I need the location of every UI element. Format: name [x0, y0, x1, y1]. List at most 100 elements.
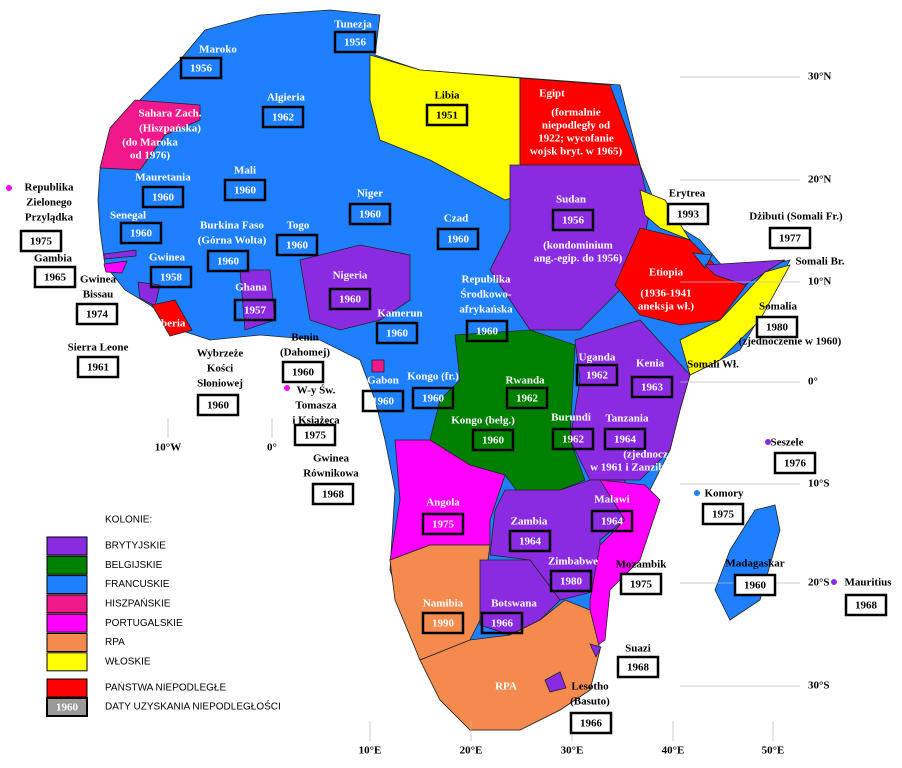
year: 1964	[601, 516, 624, 528]
year: 1963	[641, 382, 664, 394]
year-box	[666, 202, 710, 226]
country-name: Ghana	[235, 282, 267, 294]
country-name: Kongo (belg.)	[451, 415, 515, 427]
year-box	[196, 393, 240, 417]
liberia	[151, 299, 193, 337]
year: 1958	[160, 272, 183, 284]
country-name: Burundi	[551, 412, 591, 424]
country-name: Uganda	[579, 352, 616, 364]
regions	[6, 9, 837, 731]
year: 1965	[44, 272, 67, 284]
country-name: Somali Wł.	[687, 359, 739, 371]
legend-label: PORTUGALSKIE	[105, 618, 183, 629]
country-name: Słoniowej	[197, 378, 243, 390]
country-name: Gwinea	[149, 252, 186, 264]
country-name: Tanzania	[605, 413, 649, 425]
year-box	[508, 529, 552, 553]
note: wojsk bryt. w 1965)	[530, 146, 623, 158]
country-name: Senegal	[110, 210, 146, 222]
legend-label: DATY UZYSKANIA NIEPODLEGŁOŚCI	[105, 700, 281, 713]
note: (1936-1941	[640, 288, 691, 300]
note: niepodległy od	[542, 120, 610, 132]
year: 1977	[779, 233, 802, 245]
year-box	[465, 319, 509, 343]
year: 1975	[432, 519, 455, 531]
year: 1960	[217, 256, 240, 268]
lat-label: 30°N	[808, 71, 831, 83]
mozambique	[589, 479, 661, 651]
year: 1960	[207, 400, 230, 412]
year-box	[421, 512, 465, 536]
year-box	[206, 249, 250, 273]
year: 1957	[244, 305, 267, 317]
year: 1962	[516, 393, 539, 405]
country-name: (Górna Wolta)	[198, 235, 267, 247]
country-name: Mauritius	[844, 577, 892, 589]
lon-label: 20°E	[460, 745, 483, 757]
legend-heading: KOLONIE:	[105, 515, 152, 526]
year-box	[361, 389, 405, 413]
country-name: Republika	[462, 274, 511, 286]
country-name: Republika	[25, 182, 74, 194]
year-box	[149, 265, 193, 289]
year: 1962	[586, 370, 609, 382]
legend-label: BRYTYJSKIE	[105, 541, 166, 552]
lat-label: 20°S	[808, 577, 830, 589]
country-name: Somali Br.	[795, 256, 844, 268]
equatorial-guinea	[371, 359, 385, 373]
year: 1976	[784, 458, 807, 470]
lon-label: 10°E	[359, 745, 382, 757]
country-name: Rwanda	[505, 375, 545, 387]
note: (kondominium	[543, 240, 613, 252]
year: 1968	[322, 489, 345, 501]
year: 1966	[491, 618, 514, 630]
legend-sample: 1960	[56, 702, 79, 714]
eritrea	[639, 189, 691, 241]
country-name: Kamerun	[377, 308, 422, 320]
year: 1964	[519, 536, 542, 548]
year-box	[505, 386, 549, 410]
country-name: afrykańska	[459, 304, 513, 316]
country-name: Zimbabwe	[548, 556, 598, 568]
year-box	[569, 711, 613, 735]
legend-swatch	[46, 594, 88, 614]
country-name: (Dahomej)	[280, 347, 330, 359]
country-name: Kenia	[636, 358, 665, 370]
year-box	[575, 363, 619, 387]
legend-label: BELGIJSKIE	[105, 560, 163, 571]
note: od 1976)	[130, 150, 170, 162]
year-box	[619, 572, 663, 596]
year-box	[293, 423, 337, 447]
country-name: Bissau	[83, 289, 114, 301]
country-name: (Hiszpańska)	[139, 123, 201, 135]
year: 1956	[344, 37, 367, 49]
country-name: Przylądka	[25, 212, 74, 224]
country-name: Mauretania	[135, 172, 191, 184]
gambia	[103, 249, 137, 260]
note: 1922; wycofanie	[538, 133, 614, 145]
country-name: Gabon	[367, 375, 399, 387]
year: 1980	[766, 322, 789, 334]
country-name: Czad	[444, 213, 468, 225]
note: (zjednoczenie w 1960)	[739, 336, 842, 348]
year: 1960	[339, 294, 362, 306]
legend-label: WŁOSKIE	[105, 656, 151, 667]
lat-label: 20°N	[808, 174, 831, 186]
note: (formalnie	[551, 107, 601, 119]
note: (do Maroka	[122, 137, 178, 149]
country-name: Erytrea	[669, 188, 706, 200]
nigeria	[299, 244, 411, 331]
year-box	[421, 611, 465, 635]
year: 1960	[286, 240, 309, 252]
seychelles	[765, 439, 771, 445]
note: aneksja wł.)	[638, 301, 695, 313]
country-name: Suazi	[625, 643, 651, 655]
madagascar	[714, 504, 781, 621]
namibia	[389, 544, 491, 661]
year: 1951	[436, 110, 458, 122]
spanish-sahara	[99, 99, 201, 171]
country-name: i Książęca	[292, 415, 340, 427]
year-box	[701, 502, 745, 526]
year: 1968	[855, 600, 878, 612]
